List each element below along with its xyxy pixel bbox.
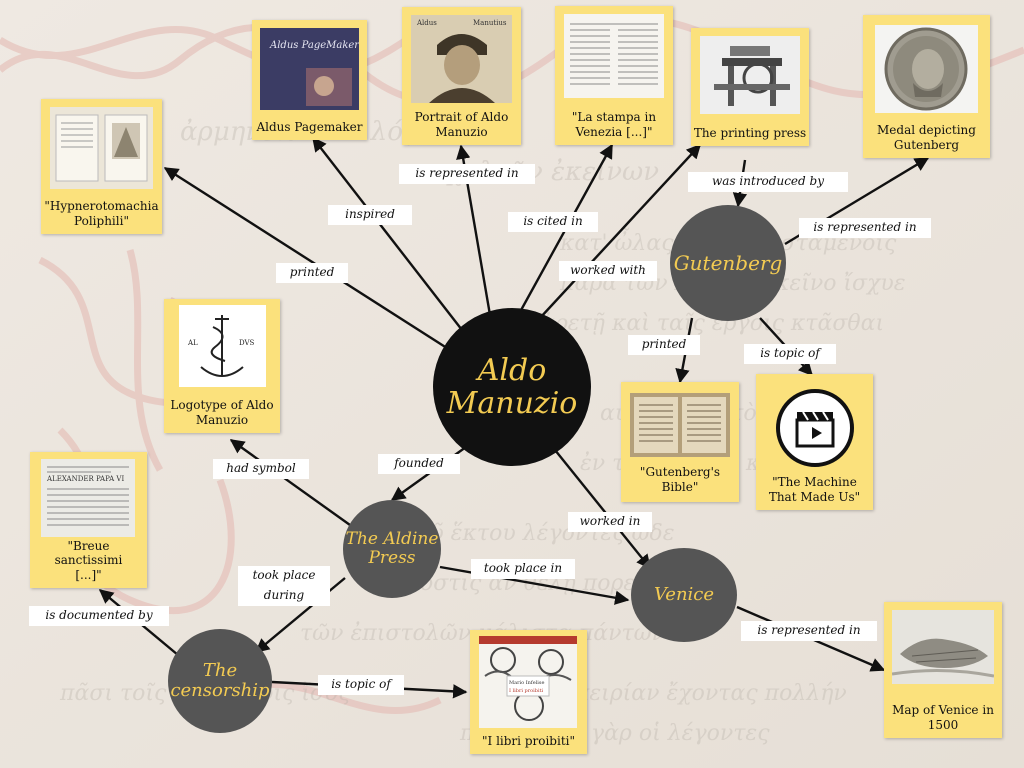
software-box-image: Aldus PageMaker bbox=[260, 28, 359, 110]
edge-label-took-place-during-line1: took place bbox=[252, 568, 316, 582]
card-pagemaker[interactable]: Aldus PageMaker Aldus Pagemaker bbox=[252, 20, 367, 140]
edge-label-was-introduced-by: was introduced by bbox=[688, 172, 848, 192]
logo-text-right: DVS bbox=[239, 339, 255, 347]
card-printing-press[interactable]: The printing press bbox=[691, 28, 809, 146]
edge-aldo-venice bbox=[554, 449, 651, 570]
edge-label-is-represented-in-map: is represented in bbox=[741, 621, 877, 641]
edge-label-is-topic-of-libri: is topic of bbox=[318, 675, 404, 695]
card-hypnerotomachia-line1: "Hypnerotomachia bbox=[44, 199, 159, 214]
card-machine-line2: That Made Us" bbox=[768, 489, 861, 504]
edge-label-is-documented-by: is documented by bbox=[29, 606, 169, 626]
edge-aldine-logotype bbox=[229, 439, 351, 526]
edge-label-is-topic-of-machine: is topic of bbox=[744, 344, 836, 364]
book-spread-image bbox=[50, 107, 153, 189]
card-gutenberg-bible-line1: "Gutenberg's Bible" bbox=[639, 465, 721, 494]
edge-label-had-symbol: had symbol bbox=[213, 459, 309, 479]
edge-label-founded: founded bbox=[378, 454, 460, 474]
node-gutenberg[interactable]: Gutenberg bbox=[670, 205, 786, 321]
node-aldine-line2: Press bbox=[368, 548, 416, 568]
node-gutenberg-label: Gutenberg bbox=[673, 251, 783, 275]
card-libri-proibiti[interactable]: Mario Infelise I libri proibiti "I libri … bbox=[470, 630, 587, 754]
node-censorship-line2: censorship bbox=[170, 680, 270, 701]
edge-aldo-pagemaker bbox=[312, 136, 463, 331]
edge-label-worked-in: worked in bbox=[568, 512, 652, 532]
card-breue-line1: "Breue sanctissimi bbox=[54, 538, 123, 568]
portrait-text-left: Aldus bbox=[416, 19, 437, 27]
card-printing-press-line1: The printing press bbox=[693, 125, 807, 140]
papal-document-image: ALEXANDER PAPA VI bbox=[41, 459, 135, 537]
edge-aldo-hypnerotomachia bbox=[163, 166, 451, 352]
card-medal[interactable]: Medal depicting Gutenberg bbox=[863, 15, 990, 158]
printed-page-image bbox=[564, 14, 664, 98]
edge-label-inspired: inspired bbox=[328, 205, 412, 225]
edge-label-worked-with: worked with bbox=[559, 261, 657, 281]
card-machine[interactable]: "The Machine That Made Us" bbox=[756, 374, 873, 510]
edge-label-is-represented-in-medal: is represented in bbox=[799, 218, 931, 238]
card-map-venice-line2: 1500 bbox=[927, 717, 959, 732]
node-aldo-manuzio[interactable]: Aldo Manuzio bbox=[433, 308, 591, 466]
pagemaker-box-title: Aldus PageMaker bbox=[269, 40, 359, 51]
card-stampa-line2: Venezia [...]" bbox=[575, 124, 653, 139]
node-aldine-press[interactable]: The Aldine Press bbox=[343, 500, 441, 598]
breue-image-text: ALEXANDER PAPA VI bbox=[46, 475, 124, 483]
svg-text:ἀπειρίαν ἔχοντας πολλήν: ἀπειρίαν ἔχοντας πολλήν bbox=[560, 681, 847, 706]
medal-image bbox=[875, 25, 978, 113]
node-censorship-line1: The bbox=[202, 660, 238, 682]
card-gutenberg-bible[interactable]: "Gutenberg's Bible" bbox=[621, 382, 739, 502]
edge-label-printed-gutenberg: printed bbox=[628, 335, 700, 355]
card-hypnerotomachia[interactable]: "Hypnerotomachia Poliphili" bbox=[41, 99, 162, 234]
clapperboard-icon bbox=[775, 388, 855, 468]
card-portrait-line1: Portrait of Aldo bbox=[414, 110, 509, 125]
node-aldine-line1: The Aldine bbox=[345, 529, 439, 550]
card-stampa[interactable]: "La stampa in Venezia [...]" bbox=[555, 6, 673, 145]
node-aldo-line1: Aldo bbox=[477, 353, 547, 388]
anchor-dolphin-logo-image: AL DVS bbox=[179, 305, 266, 387]
card-logotype[interactable]: AL DVS Logotype of Aldo Manuzio bbox=[164, 299, 280, 433]
node-censorship[interactable]: The censorship bbox=[168, 629, 272, 733]
open-bible-image bbox=[630, 393, 730, 457]
book-cover-image: Mario Infelise I libri proibiti bbox=[479, 636, 577, 728]
card-logotype-line2: Manuzio bbox=[195, 412, 249, 427]
portrait-text-right: Manutius bbox=[473, 19, 507, 27]
card-breue[interactable]: ALEXANDER PAPA VI "Breue sanctissimi [...… bbox=[30, 452, 147, 588]
card-map-venice[interactable]: Map of Venice in 1500 bbox=[884, 602, 1002, 738]
edge-label-is-represented-in-portrait: is represented in bbox=[399, 164, 535, 184]
edge-aldine-censorship bbox=[254, 577, 346, 653]
card-map-venice-line1: Map of Venice in bbox=[892, 703, 994, 718]
libri-cover-author: Mario Infelise bbox=[509, 680, 544, 686]
node-aldo-line2: Manuzio bbox=[446, 386, 578, 421]
node-venice[interactable]: Venice bbox=[631, 548, 737, 642]
card-portrait[interactable]: Aldus Manutius Portrait of Aldo Manuzio bbox=[402, 7, 521, 145]
city-map-image bbox=[892, 610, 994, 684]
libri-cover-title: I libri proibiti bbox=[509, 688, 544, 694]
card-pagemaker-line1: Aldus Pagemaker bbox=[256, 119, 363, 134]
card-medal-line2: Gutenberg bbox=[893, 137, 960, 152]
edge-aldo-printing-press bbox=[539, 143, 701, 319]
card-libri-proibiti-line1: "I libri proibiti" bbox=[482, 733, 575, 748]
portrait-engraving-image: Aldus Manutius bbox=[411, 15, 512, 103]
card-hypnerotomachia-line2: Poliphili" bbox=[74, 213, 129, 228]
card-portrait-line2: Manuzio bbox=[435, 124, 488, 139]
card-breue-line2: [...]" bbox=[75, 567, 102, 582]
card-logotype-line1: Logotype of Aldo bbox=[170, 398, 274, 413]
logo-text-left: AL bbox=[187, 339, 198, 347]
printing-press-image bbox=[700, 36, 800, 114]
edge-label-took-place-during: took place during bbox=[238, 566, 330, 606]
edge-label-took-place-in: took place in bbox=[471, 559, 575, 579]
edge-label-printed-aldo: printed bbox=[276, 263, 348, 283]
node-venice-label: Venice bbox=[653, 584, 715, 606]
card-stampa-line1: "La stampa in bbox=[571, 110, 657, 125]
card-machine-line1: "The Machine bbox=[772, 475, 857, 490]
edge-label-is-cited-in: is cited in bbox=[508, 212, 598, 232]
card-medal-line1: Medal depicting bbox=[877, 123, 976, 138]
edge-label-took-place-during-line2: during bbox=[263, 587, 305, 602]
